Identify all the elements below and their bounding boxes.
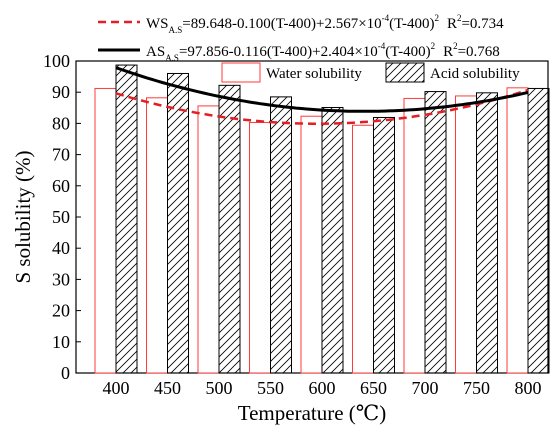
fit-legend-ws: WSA.S=89.648-0.100(T-400)+2.567×10-4(T-4… bbox=[98, 13, 504, 35]
bar-acid-solubility bbox=[527, 87, 550, 374]
y-tick-label: 80 bbox=[52, 113, 70, 133]
legend-swatch-water bbox=[221, 62, 261, 83]
y-tick-label: 70 bbox=[52, 145, 70, 165]
bar-water-solubility bbox=[146, 97, 168, 374]
series-legend: Water solubility Acid solubility bbox=[221, 62, 520, 83]
y-axis: 0 10 20 30 40 50 60 70 80 90 100 bbox=[43, 51, 81, 383]
legend-label-water: Water solubility bbox=[266, 66, 362, 82]
bar-acid-solubility bbox=[373, 116, 395, 374]
bar-water-solubility bbox=[506, 87, 529, 374]
fit-legend-as-text: ASA.S=97.856-0.116(T-400)+2.404×10-4(T-4… bbox=[146, 41, 500, 63]
y-tick-label: 100 bbox=[43, 51, 70, 71]
x-tick-label: 750 bbox=[463, 378, 490, 398]
y-axis-label: S solubility (%) bbox=[11, 150, 35, 283]
x-axis-label: Temperature (℃) bbox=[238, 401, 387, 425]
bar-acid-solubility bbox=[424, 91, 447, 374]
y-tick-label: 90 bbox=[52, 82, 70, 102]
x-tick-label: 400 bbox=[103, 378, 130, 398]
y-tick-label: 20 bbox=[52, 301, 70, 321]
bar-acid-solubility bbox=[476, 92, 498, 374]
x-tick-label: 700 bbox=[412, 378, 439, 398]
fit-curve-as bbox=[115, 66, 529, 113]
y-tick-label: 50 bbox=[52, 207, 70, 227]
x-tick-label: 550 bbox=[257, 378, 284, 398]
bar-acid-solubility bbox=[270, 96, 292, 374]
bar-water-solubility bbox=[197, 105, 220, 374]
x-tick-label: 450 bbox=[154, 378, 181, 398]
bar-water-solubility bbox=[403, 97, 426, 374]
x-tick-label: 650 bbox=[360, 378, 387, 398]
y-tick-label: 10 bbox=[52, 332, 70, 352]
x-tick-label: 800 bbox=[515, 378, 542, 398]
y-tick-label: 60 bbox=[52, 176, 70, 196]
bar-water-solubility bbox=[94, 87, 117, 374]
legend-swatch-acid bbox=[385, 62, 425, 83]
x-tick-label: 500 bbox=[206, 378, 233, 398]
fit-legend-ws-text: WSA.S=89.648-0.100(T-400)+2.567×10-4(T-4… bbox=[146, 13, 504, 35]
bar-acid-solubility bbox=[321, 106, 344, 374]
legend-label-acid: Acid solubility bbox=[430, 66, 520, 82]
bar-water-solubility bbox=[352, 124, 374, 374]
x-axis: 400 450 500 550 600 650 700 750 800 bbox=[103, 378, 542, 398]
y-tick-label: 30 bbox=[52, 269, 70, 289]
bar-water-solubility bbox=[249, 121, 271, 374]
bar-water-solubility bbox=[300, 115, 323, 374]
x-tick-label: 600 bbox=[309, 378, 336, 398]
bars-layer bbox=[94, 64, 550, 374]
fit-curves-layer bbox=[115, 66, 529, 125]
bar-acid-solubility bbox=[115, 64, 138, 374]
bar-acid-solubility bbox=[167, 72, 189, 374]
fit-curve-ws bbox=[115, 88, 529, 125]
y-tick-label: 40 bbox=[52, 238, 70, 258]
fit-legend-as: ASA.S=97.856-0.116(T-400)+2.404×10-4(T-4… bbox=[98, 41, 500, 63]
bar-water-solubility bbox=[455, 95, 477, 374]
y-tick-label: 0 bbox=[61, 363, 70, 383]
bar-acid-solubility bbox=[218, 84, 241, 374]
